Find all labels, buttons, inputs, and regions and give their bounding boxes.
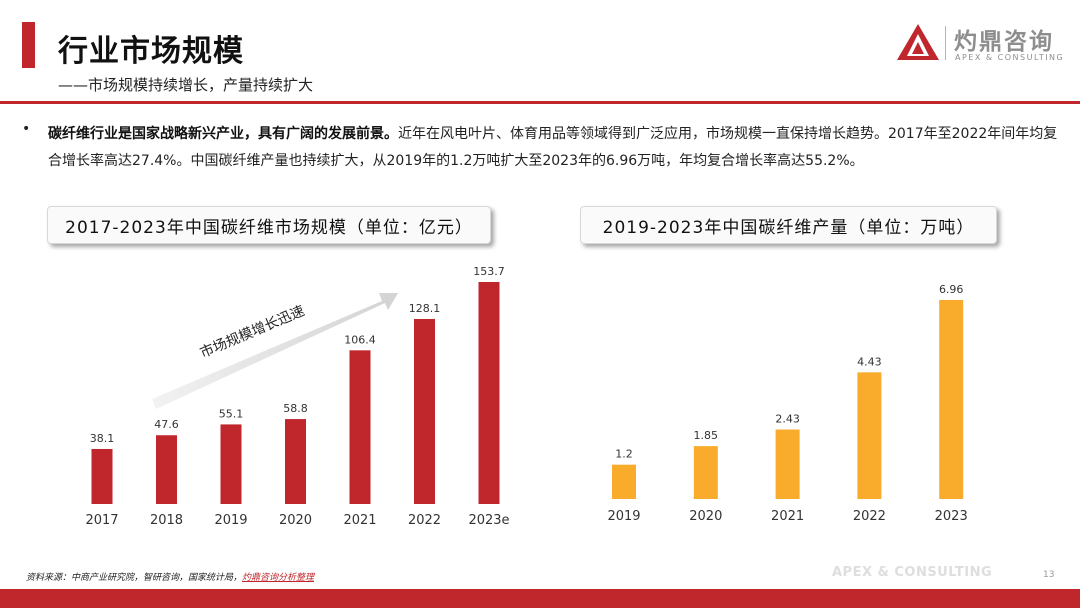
market-size-bar-2020 (285, 419, 306, 504)
output-bar-2020 (693, 446, 718, 499)
market-size-value-label: 47.6 (154, 418, 179, 431)
bullet-bold-text: 碳纤维行业是国家战略新兴产业，具有广阔的发展前景。 (48, 126, 398, 142)
market-size-category-label: 2018 (150, 513, 183, 528)
bullet-body-text: 近年在风电叶片、体育用品等领域得到广泛应用，市场规模一直保持增长趋势。2017年… (48, 126, 1058, 169)
page-number: 13 (1043, 570, 1055, 580)
output-value-label: 6.96 (939, 283, 964, 296)
market-size-value-label: 128.1 (409, 302, 441, 315)
market-size-category-label: 2022 (408, 513, 441, 528)
logo-en-text: APEX & CONSULTING (955, 53, 1065, 62)
output-value-label: 1.85 (694, 429, 719, 442)
logo: 灼鼎咨询 APEX & CONSULTING (896, 22, 1066, 66)
watermark: APEX & CONSULTING (832, 565, 993, 580)
bullet-marker: • (22, 121, 31, 137)
source-prefix: 资料来源：中商产业研究院，智研咨询，国家统计局， (26, 573, 243, 583)
logo-divider (945, 26, 946, 60)
market-size-bar-2023e (478, 282, 500, 504)
market-size-category-label: 2020 (279, 513, 312, 528)
market-size-category-label: 2019 (214, 513, 247, 528)
output-category-label: 2022 (853, 509, 886, 524)
market-size-category-label: 2017 (85, 513, 118, 528)
trend-annotation: 市场规模增长迅速 (197, 302, 307, 361)
market-size-value-label: 58.8 (283, 402, 308, 415)
logo-cn-text: 灼鼎咨询 (954, 29, 1054, 55)
market-size-value-label: 38.1 (90, 432, 115, 445)
footer-bar (0, 589, 1080, 608)
chart-output-title: 2019-2023年中国碳纤维产量（单位：万吨） (580, 206, 997, 244)
market-size-bar-2019 (220, 424, 242, 504)
output-bar-2019 (612, 464, 636, 499)
chart-market-size-title: 2017-2023年中国碳纤维市场规模（单位：亿元） (47, 206, 491, 244)
page-subtitle: ——市场规模持续增长，产量持续扩大 (58, 76, 314, 94)
source-note: 资料来源：中商产业研究院，智研咨询，国家统计局，灼鼎咨询分析整理 (26, 570, 314, 583)
output-category-label: 2023 (935, 509, 968, 524)
output-category-label: 2021 (771, 509, 804, 524)
market-size-bar-2018 (156, 435, 177, 504)
output-value-label: 2.43 (775, 413, 800, 426)
market-size-value-label: 106.4 (344, 333, 376, 346)
header-divider (0, 101, 1080, 104)
output-bar-2022 (857, 372, 882, 499)
logo-triangle-icon (897, 24, 939, 60)
output-category-label: 2019 (607, 509, 640, 524)
market-size-bar-2022 (414, 318, 435, 504)
trend-arrow (152, 293, 398, 409)
output-bar-2021 (775, 429, 800, 499)
title-accent-bar (22, 22, 35, 68)
market-size-bar-2017 (91, 448, 113, 504)
market-size-category-label: 2021 (343, 513, 376, 528)
output-value-label: 4.43 (857, 355, 882, 368)
market-size-bar-2021 (349, 350, 371, 504)
output-bar-2023 (939, 300, 964, 499)
market-size-category-label: 2023e (468, 513, 509, 528)
output-value-label: 1.2 (615, 448, 633, 461)
bullet-paragraph: 碳纤维行业是国家战略新兴产业，具有广阔的发展前景。近年在风电叶片、体育用品等领域… (48, 121, 1058, 175)
market-size-value-label: 55.1 (219, 407, 244, 420)
market-size-value-label: 153.7 (473, 265, 505, 278)
source-highlight: 灼鼎咨询分析整理 (242, 573, 315, 583)
page-title: 行业市场规模 (58, 34, 244, 69)
output-category-label: 2020 (689, 509, 722, 524)
